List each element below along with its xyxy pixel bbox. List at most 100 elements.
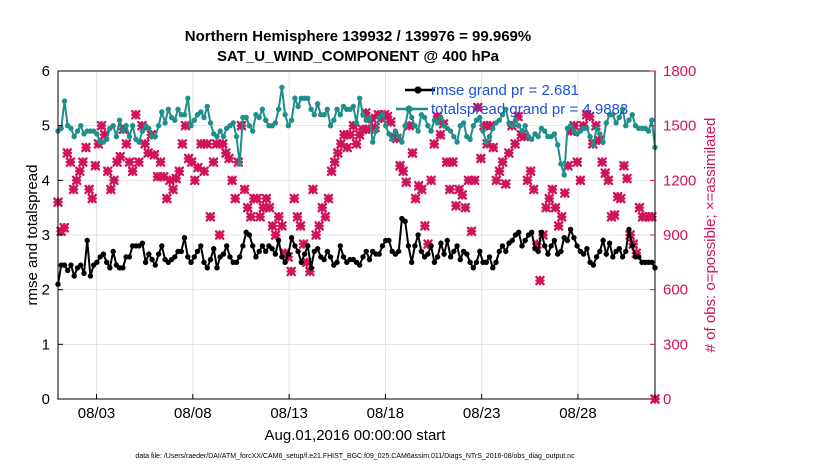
rmse-point [104, 259, 110, 265]
totalspread-point [292, 95, 298, 102]
assimilated-obs-point [553, 221, 564, 231]
totalspread-point [327, 123, 334, 129]
rmse-point [327, 254, 334, 260]
assimilated-obs-point [81, 142, 91, 153]
assimilated-obs-point [541, 202, 551, 213]
assimilated-obs-point [214, 230, 225, 240]
totalspread-point [311, 112, 317, 118]
assimilated-obs-point [594, 135, 604, 146]
assimilated-obs-point [289, 193, 300, 204]
totalspread-point [366, 114, 373, 121]
rmse-point [584, 246, 590, 252]
rmse-point [301, 251, 308, 257]
y-tick-label-left: 1 [42, 336, 50, 353]
assimilated-obs-point [451, 201, 461, 211]
assimilated-obs-point [647, 211, 657, 222]
assimilated-obs-point [149, 150, 160, 160]
totalspread-point [490, 125, 496, 132]
rmse-point [308, 265, 314, 271]
assimilated-obs-point [99, 129, 110, 140]
rmse-point [538, 229, 545, 235]
assimilated-obs-point [115, 151, 125, 162]
totalspread-point [250, 128, 256, 134]
assimilated-obs-point [634, 202, 645, 213]
totalspread-point [386, 131, 392, 137]
totalspread-point [555, 142, 561, 148]
assimilated-obs-point [609, 210, 620, 220]
assimilated-obs-point [556, 211, 567, 222]
rmse-point [191, 254, 197, 260]
assimilated-obs-point [432, 111, 443, 122]
assimilated-obs-point [426, 175, 436, 186]
totalspread-point [191, 117, 197, 123]
rmse-point [464, 251, 470, 257]
assimilated-obs-point [382, 111, 393, 122]
totalspread-point [288, 117, 295, 123]
totalspread-point [129, 123, 136, 129]
rmse-point [259, 243, 266, 249]
totalspread-point [551, 131, 558, 137]
totalspread-point [246, 123, 253, 129]
rmse-point [324, 248, 330, 255]
totalspread-point [295, 103, 301, 110]
rmse-point [363, 248, 369, 255]
assimilated-obs-point [329, 157, 340, 167]
assimilated-obs-point [326, 166, 337, 177]
rmse-point [207, 256, 214, 263]
assimilated-obs-point [488, 142, 499, 153]
assimilated-obs-point [504, 148, 514, 158]
rmse-point [590, 262, 597, 268]
rmse-point [194, 248, 201, 255]
assimilated-obs-point [295, 221, 306, 231]
assimilated-obs-point [622, 173, 632, 184]
rmse-point [188, 259, 194, 265]
rmse-point [490, 265, 496, 271]
assimilated-obs-point [96, 120, 107, 131]
totalspread-point [230, 120, 236, 126]
totalspread-point [321, 112, 327, 118]
assimilated-obs-point [407, 148, 418, 158]
rmse-point [110, 248, 116, 255]
totalspread-point [243, 114, 249, 121]
assimilated-obs-point [354, 129, 365, 140]
assimilated-obs-point [267, 221, 278, 231]
legend-spread-marker [405, 105, 413, 113]
rmse-point [396, 248, 402, 255]
totalspread-point [188, 123, 194, 129]
assimilated-obs-point [500, 179, 511, 189]
totalspread-point [438, 114, 444, 121]
totalspread-point [136, 139, 142, 145]
rmse-point [159, 243, 165, 249]
rmse-point [334, 259, 340, 265]
totalspread-point [110, 123, 116, 129]
rmse-point [220, 251, 227, 257]
totalspread-point [467, 136, 473, 142]
rmse-point [454, 243, 460, 249]
y-tick-label-left: 6 [42, 63, 50, 80]
rmse-point [623, 248, 629, 255]
totalspread-point [486, 133, 493, 140]
rmse-point [185, 254, 191, 260]
totalspread-point [113, 133, 120, 140]
assimilated-obs-point [469, 175, 480, 186]
totalspread-point [126, 133, 133, 140]
assimilated-obs-point [532, 239, 542, 249]
assimilated-obs-point [87, 193, 98, 204]
rmse-point [71, 273, 77, 279]
assimilated-obs-point [59, 222, 70, 233]
totalspread-point [61, 98, 68, 104]
rmse-point [272, 251, 279, 257]
totalspread-point [314, 101, 321, 107]
totalspread-point [512, 117, 519, 123]
rmse-point [619, 254, 626, 260]
rmse-point [597, 248, 603, 255]
assimilated-obs-series [53, 102, 660, 404]
rmse-point [237, 254, 243, 260]
assimilated-obs-point [569, 120, 579, 131]
rmse-point [282, 259, 288, 265]
assimilated-obs-point [466, 226, 477, 237]
totalspread-point [78, 123, 84, 129]
assimilated-obs-point [143, 148, 153, 158]
rmse-point [519, 243, 525, 249]
